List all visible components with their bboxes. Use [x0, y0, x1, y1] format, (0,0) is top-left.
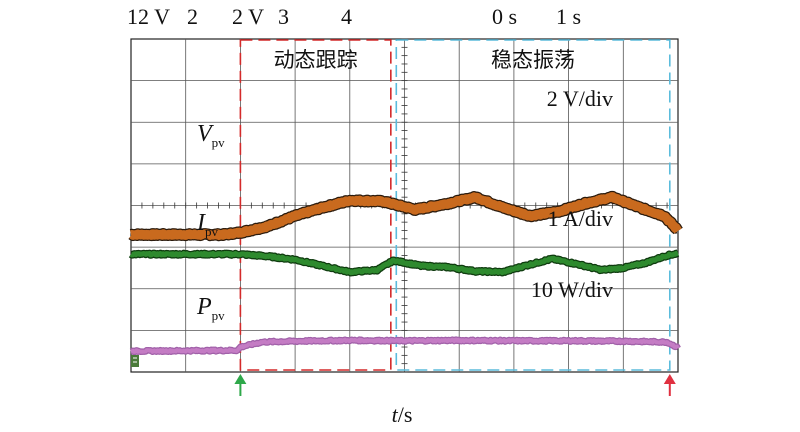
region-label-1: 动态跟踪 — [274, 48, 358, 72]
top-label-1: 12 V — [127, 4, 170, 29]
trace-line — [127, 192, 682, 240]
top-label-5: 4 — [341, 4, 352, 29]
trace-v-pv — [126, 190, 683, 242]
arrow-head — [663, 374, 676, 384]
region-boxes: 动态跟踪 稳态振荡 — [239, 39, 671, 371]
region-box-2 — [395, 39, 671, 371]
trace-label-p: Ppv — [196, 294, 225, 323]
time-markers — [234, 374, 676, 396]
trace-line — [130, 337, 680, 354]
top-label-7: 1 s — [556, 4, 581, 29]
trace-label-subscript: pv — [205, 224, 219, 239]
arrow-head — [234, 374, 247, 384]
top-labels: 12 V 2 2 V 3 4 0 s 1 s — [127, 4, 581, 29]
trace-label-v: Vpv — [197, 121, 225, 150]
top-label-6: 0 s — [492, 4, 517, 29]
trace-annotations: Vpv 2 V/div Ipv 1 A/div Ppv 10 W/div — [196, 86, 613, 323]
top-label-2: 2 — [187, 4, 198, 29]
trace-label-subscript: pv — [212, 308, 226, 323]
trace-p-pv — [128, 336, 681, 356]
top-label-4: 3 — [278, 4, 289, 29]
scale-label-p: 10 W/div — [531, 277, 613, 302]
trace-label-subscript: pv — [212, 135, 226, 150]
waveform-traces — [126, 190, 683, 356]
region-label-2: 稳态振荡 — [491, 48, 575, 72]
time-marker-arrow-1 — [234, 374, 247, 396]
x-axis-label: t/s — [392, 402, 413, 427]
time-marker-arrow-2 — [663, 374, 676, 396]
scale-label-v: 2 V/div — [547, 86, 613, 111]
top-label-3: 2 V — [232, 4, 264, 29]
x-axis-variable: t — [392, 402, 399, 427]
trace-line — [129, 250, 680, 276]
x-axis-unit: /s — [398, 402, 413, 427]
trace-label-i: Ipv — [196, 210, 219, 239]
trace-i-pv — [128, 249, 681, 277]
scale-label-i: 1 A/div — [548, 206, 613, 231]
ground-reference-icon — [131, 355, 139, 367]
